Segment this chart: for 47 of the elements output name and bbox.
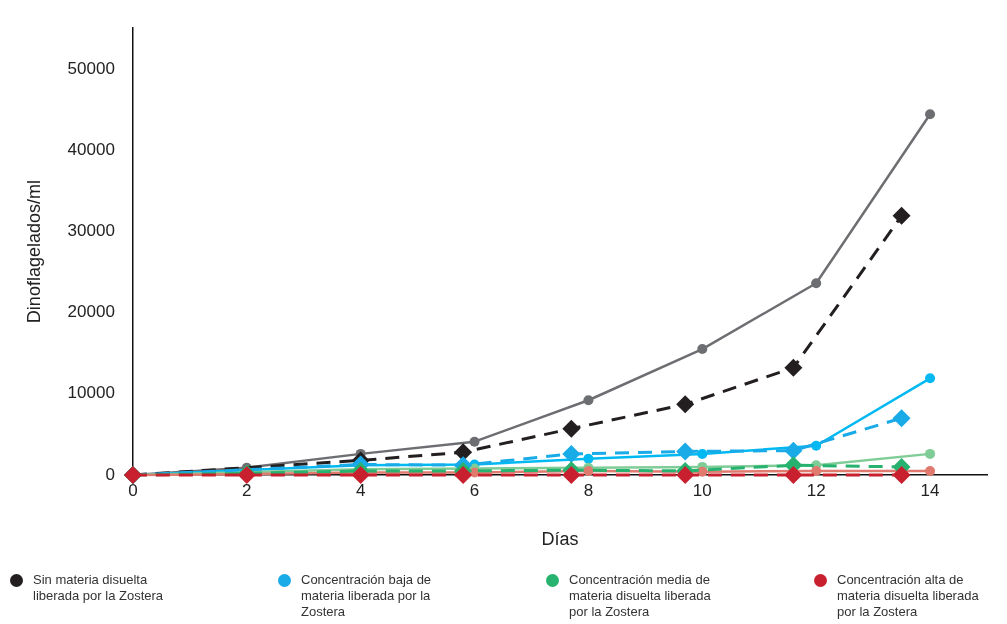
point bbox=[351, 466, 370, 484]
x-tick-label: 8 bbox=[583, 480, 594, 500]
point bbox=[892, 206, 911, 225]
point bbox=[811, 440, 822, 451]
y-tick-label: 30000 bbox=[67, 220, 115, 240]
point bbox=[784, 466, 803, 484]
point bbox=[925, 373, 936, 384]
y-tick-label: 40000 bbox=[67, 139, 115, 159]
point bbox=[454, 466, 473, 484]
point bbox=[676, 395, 695, 414]
y-tick-label: 20000 bbox=[67, 302, 115, 322]
legend-label: Concentración alta de materia disuelta liberada por la Zostera bbox=[837, 572, 980, 620]
point bbox=[676, 442, 695, 461]
x-tick-label: 6 bbox=[469, 480, 480, 500]
point bbox=[562, 444, 581, 463]
x-tick-label: 10 bbox=[692, 480, 712, 500]
point bbox=[811, 465, 822, 476]
point bbox=[697, 448, 708, 459]
x-axis-title: Días bbox=[541, 529, 579, 550]
point bbox=[583, 453, 594, 464]
point bbox=[697, 344, 708, 355]
y-tick-label: 50000 bbox=[67, 58, 115, 78]
point bbox=[784, 358, 803, 377]
point bbox=[562, 419, 581, 438]
point bbox=[697, 466, 708, 477]
x-tick-label: 12 bbox=[806, 480, 826, 500]
point bbox=[925, 465, 936, 476]
x-tick-label: 4 bbox=[355, 480, 366, 500]
legend-label: Concentración baja de materia liberada por la Zostera bbox=[301, 572, 433, 620]
legend-label: Concentración media de materia disuelta liberada por la Zostera bbox=[569, 572, 712, 620]
x-tick-label: 2 bbox=[242, 480, 252, 500]
point bbox=[811, 278, 822, 289]
y-axis-title: Dinoflagelados/ml bbox=[23, 180, 44, 324]
point bbox=[784, 441, 803, 460]
y-tick-label: 10000 bbox=[67, 383, 115, 403]
y-tick-label: 0 bbox=[105, 464, 115, 484]
point bbox=[892, 466, 911, 484]
point bbox=[925, 109, 936, 120]
x-tick-label: 0 bbox=[128, 480, 138, 500]
point bbox=[562, 466, 581, 484]
point bbox=[925, 448, 936, 459]
x-tick-label: 14 bbox=[920, 480, 940, 500]
point bbox=[676, 466, 695, 484]
legend-label: Sin materia disuelta liberada por la Zostera bbox=[33, 572, 165, 604]
point bbox=[892, 409, 911, 428]
point bbox=[469, 436, 480, 447]
point bbox=[583, 395, 594, 406]
